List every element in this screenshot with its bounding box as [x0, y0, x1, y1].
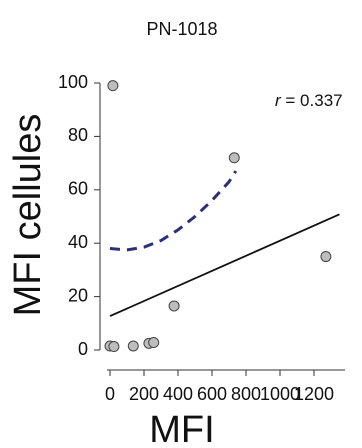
data-point	[127, 340, 139, 352]
annotation: r = 0.337	[275, 91, 343, 110]
chart-title: PN-1018	[146, 19, 217, 39]
y-tick-label: 60	[68, 179, 88, 199]
x-tick-label: 400	[163, 384, 193, 404]
x-axis-label: MFI	[149, 409, 214, 448]
y-axis-label: MFI cellules	[7, 114, 49, 317]
x-tick-label: 800	[231, 384, 261, 404]
data-point	[107, 80, 119, 92]
x-tick-label: 0	[105, 384, 115, 404]
y-tick-label: 80	[68, 125, 88, 145]
data-point	[148, 337, 160, 349]
x-tick-label: 600	[197, 384, 227, 404]
annotation-text: = 0.337	[285, 91, 342, 110]
y-tick-label: 100	[58, 72, 88, 92]
regression-line	[109, 213, 340, 317]
annotation-symbol: r	[275, 91, 282, 110]
x-tick-label: 200	[129, 384, 159, 404]
data-point	[228, 152, 240, 164]
y-tick-label: 0	[78, 339, 88, 359]
data-point	[108, 341, 120, 353]
data-point	[168, 300, 180, 312]
y-tick-label: 20	[68, 285, 88, 305]
fit-curve	[109, 170, 238, 252]
data-point	[320, 251, 332, 263]
y-tick-label: 40	[68, 232, 88, 252]
x-tick-label: 1200	[294, 384, 334, 404]
x-tick-label: 1000	[260, 384, 300, 404]
